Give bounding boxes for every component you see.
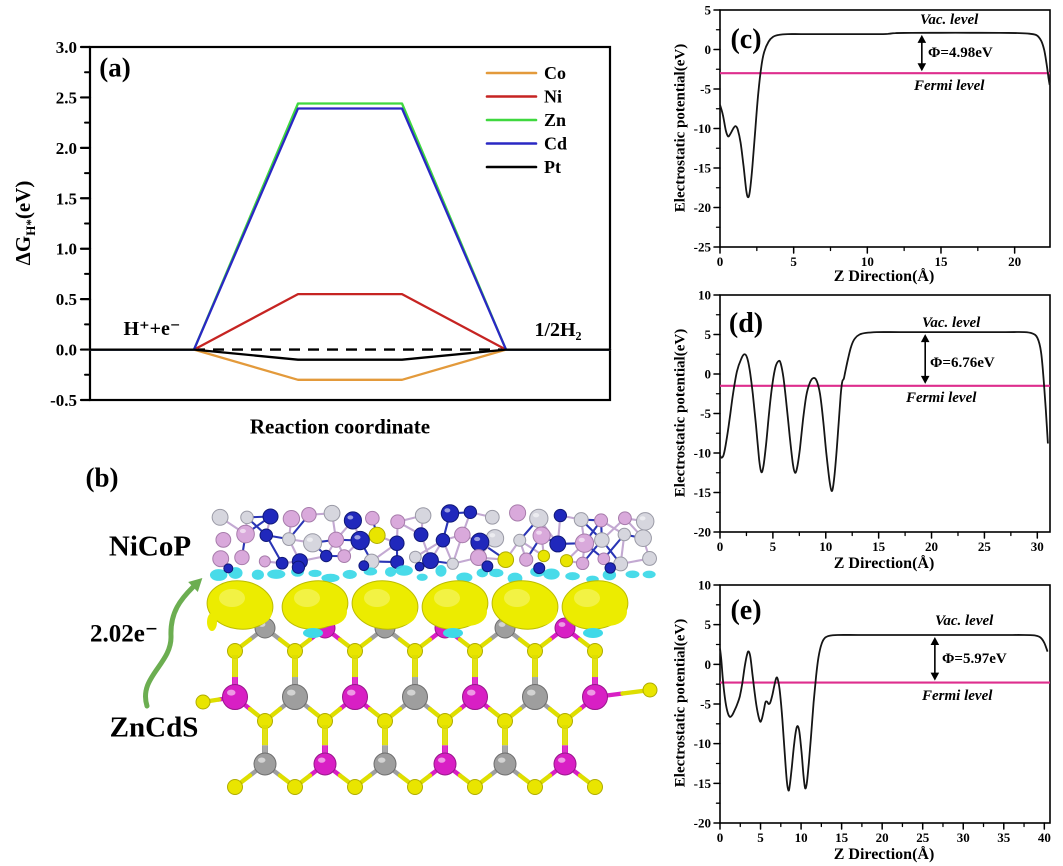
svg-text:5: 5: [705, 3, 712, 18]
svg-text:15: 15: [934, 254, 948, 269]
svg-text:-15: -15: [694, 485, 712, 500]
panel-b-zncds-label: ZnCdS: [109, 711, 199, 744]
panel-b-heterostructure-illustration: [143, 504, 658, 795]
panel-e-vacuum-level-label: Vac. level: [935, 613, 994, 629]
panel-b-nicop-label: NiCoP: [108, 530, 192, 563]
svg-text:25: 25: [978, 539, 992, 554]
svg-text:-5: -5: [700, 82, 711, 97]
svg-text:30: 30: [957, 830, 970, 845]
svg-text:-20: -20: [694, 525, 711, 540]
svg-text:-20: -20: [694, 816, 711, 831]
svg-text:-5: -5: [700, 697, 711, 712]
panel-a-free-energy-chart: 3.0 2.5 2.0 1.5 1.0 0.5 0.0 -0.5 Co Ni Zn Cd Pt: [50, 38, 612, 410]
svg-text:-5: -5: [700, 406, 711, 421]
svg-text:5: 5: [705, 617, 712, 632]
svg-text:30: 30: [1031, 539, 1044, 554]
svg-text:10: 10: [795, 830, 808, 845]
panel-d-y-axis-title: Electrostatic potential(eV): [672, 328, 689, 498]
svg-text:Pt: Pt: [544, 157, 561, 177]
svg-text:-0.5: -0.5: [50, 391, 77, 410]
svg-text:5: 5: [790, 254, 797, 269]
panel-e-y-axis-title: Electrostatic potential(eV): [672, 618, 689, 788]
panel-e-work-function-label: Φ=5.97eV: [942, 651, 1007, 667]
svg-text:-15: -15: [694, 776, 712, 791]
panel-c-potential-chart: 5 0 -5 -10 -15 -20 -25 0 5 10 15 20: [694, 3, 1051, 269]
svg-text:40: 40: [1038, 830, 1051, 845]
svg-text:1.5: 1.5: [56, 189, 77, 208]
svg-text:5: 5: [757, 830, 764, 845]
svg-text:25: 25: [916, 830, 930, 845]
svg-text:3.0: 3.0: [56, 38, 77, 57]
panel-b-charge-transfer-label: 2.02e⁻: [89, 620, 159, 648]
svg-text:2.5: 2.5: [56, 88, 77, 107]
svg-text:10: 10: [698, 578, 711, 593]
svg-text:5: 5: [770, 539, 777, 554]
svg-text:0: 0: [705, 42, 712, 57]
svg-text:0: 0: [717, 539, 724, 554]
panel-e-fermi-level-label: Fermi level: [922, 688, 993, 704]
panel-d-x-axis-title: Z Direction(Å): [833, 555, 935, 572]
svg-text:-10: -10: [694, 736, 711, 751]
svg-text:15: 15: [872, 539, 886, 554]
svg-text:0.0: 0.0: [56, 341, 77, 360]
panel-d-work-function-label: Φ=6.76eV: [930, 355, 995, 371]
svg-text:15: 15: [835, 830, 849, 845]
svg-text:20: 20: [876, 830, 889, 845]
panel-d-vacuum-level-label: Vac. level: [922, 315, 981, 331]
panel-c-work-function-label: Φ=4.98eV: [928, 45, 993, 61]
panel-c-letter: (c): [730, 24, 762, 55]
panel-a-y-axis-title-main: ΔG: [11, 235, 36, 266]
svg-text:-10: -10: [694, 446, 711, 461]
svg-text:-15: -15: [694, 161, 712, 176]
svg-text:10: 10: [861, 254, 874, 269]
panel-c-y-axis-title: Electrostatic potential(eV): [672, 43, 689, 213]
svg-text:1.0: 1.0: [56, 240, 77, 259]
svg-text:35: 35: [997, 830, 1011, 845]
svg-text:0: 0: [717, 254, 724, 269]
panel-a-x-axis-title: Reaction coordinate: [249, 414, 431, 439]
panel-d-letter: (d): [728, 308, 764, 339]
svg-text:0: 0: [705, 367, 712, 382]
svg-text:-10: -10: [694, 121, 711, 136]
panel-a-letter: (a): [99, 52, 131, 83]
svg-text:20: 20: [1008, 254, 1021, 269]
panel-a-y-axis-title-unit: (eV): [11, 180, 36, 220]
svg-text:10: 10: [819, 539, 832, 554]
panel-a-initial-state-label: H⁺+e⁻: [123, 318, 181, 340]
panel-c-fermi-level-label: Fermi level: [914, 78, 985, 94]
svg-text:Cd: Cd: [544, 134, 567, 154]
panel-a-y-axis-title: ΔGH*(eV): [11, 180, 38, 266]
svg-text:Ni: Ni: [544, 87, 562, 107]
svg-text:Co: Co: [544, 63, 566, 83]
svg-text:0: 0: [717, 830, 724, 845]
panel-e-potential-chart: 10 5 0 -5 -10 -15 -20 0 5 10 15 20 25 30 35 40: [694, 578, 1051, 846]
panel-c-x-axis-title: Z Direction(Å): [833, 268, 935, 285]
svg-text:0: 0: [705, 657, 712, 672]
panel-e-letter: (e): [730, 595, 762, 626]
panel-a-final-state-label: 1/2H₂: [534, 319, 582, 341]
panel-b-letter: (b): [85, 462, 119, 493]
svg-text:-20: -20: [694, 200, 711, 215]
panel-a-y-axis-title-sub: H*: [22, 219, 38, 236]
panel-d-fermi-level-label: Fermi level: [906, 390, 977, 406]
svg-text:0.5: 0.5: [56, 290, 77, 309]
svg-text:2.0: 2.0: [56, 139, 77, 158]
panel-d-potential-chart: 10 5 0 -5 -10 -15 -20 0 5 10 15 20 25 30: [694, 288, 1051, 554]
panel-e-x-axis-title: Z Direction(Å): [833, 846, 935, 863]
svg-text:20: 20: [925, 539, 938, 554]
svg-text:-25: -25: [694, 240, 712, 255]
panel-c-vacuum-level-label: Vac. level: [920, 12, 979, 28]
svg-text:5: 5: [705, 327, 712, 342]
svg-text:Zn: Zn: [544, 110, 566, 130]
svg-text:10: 10: [698, 288, 711, 303]
